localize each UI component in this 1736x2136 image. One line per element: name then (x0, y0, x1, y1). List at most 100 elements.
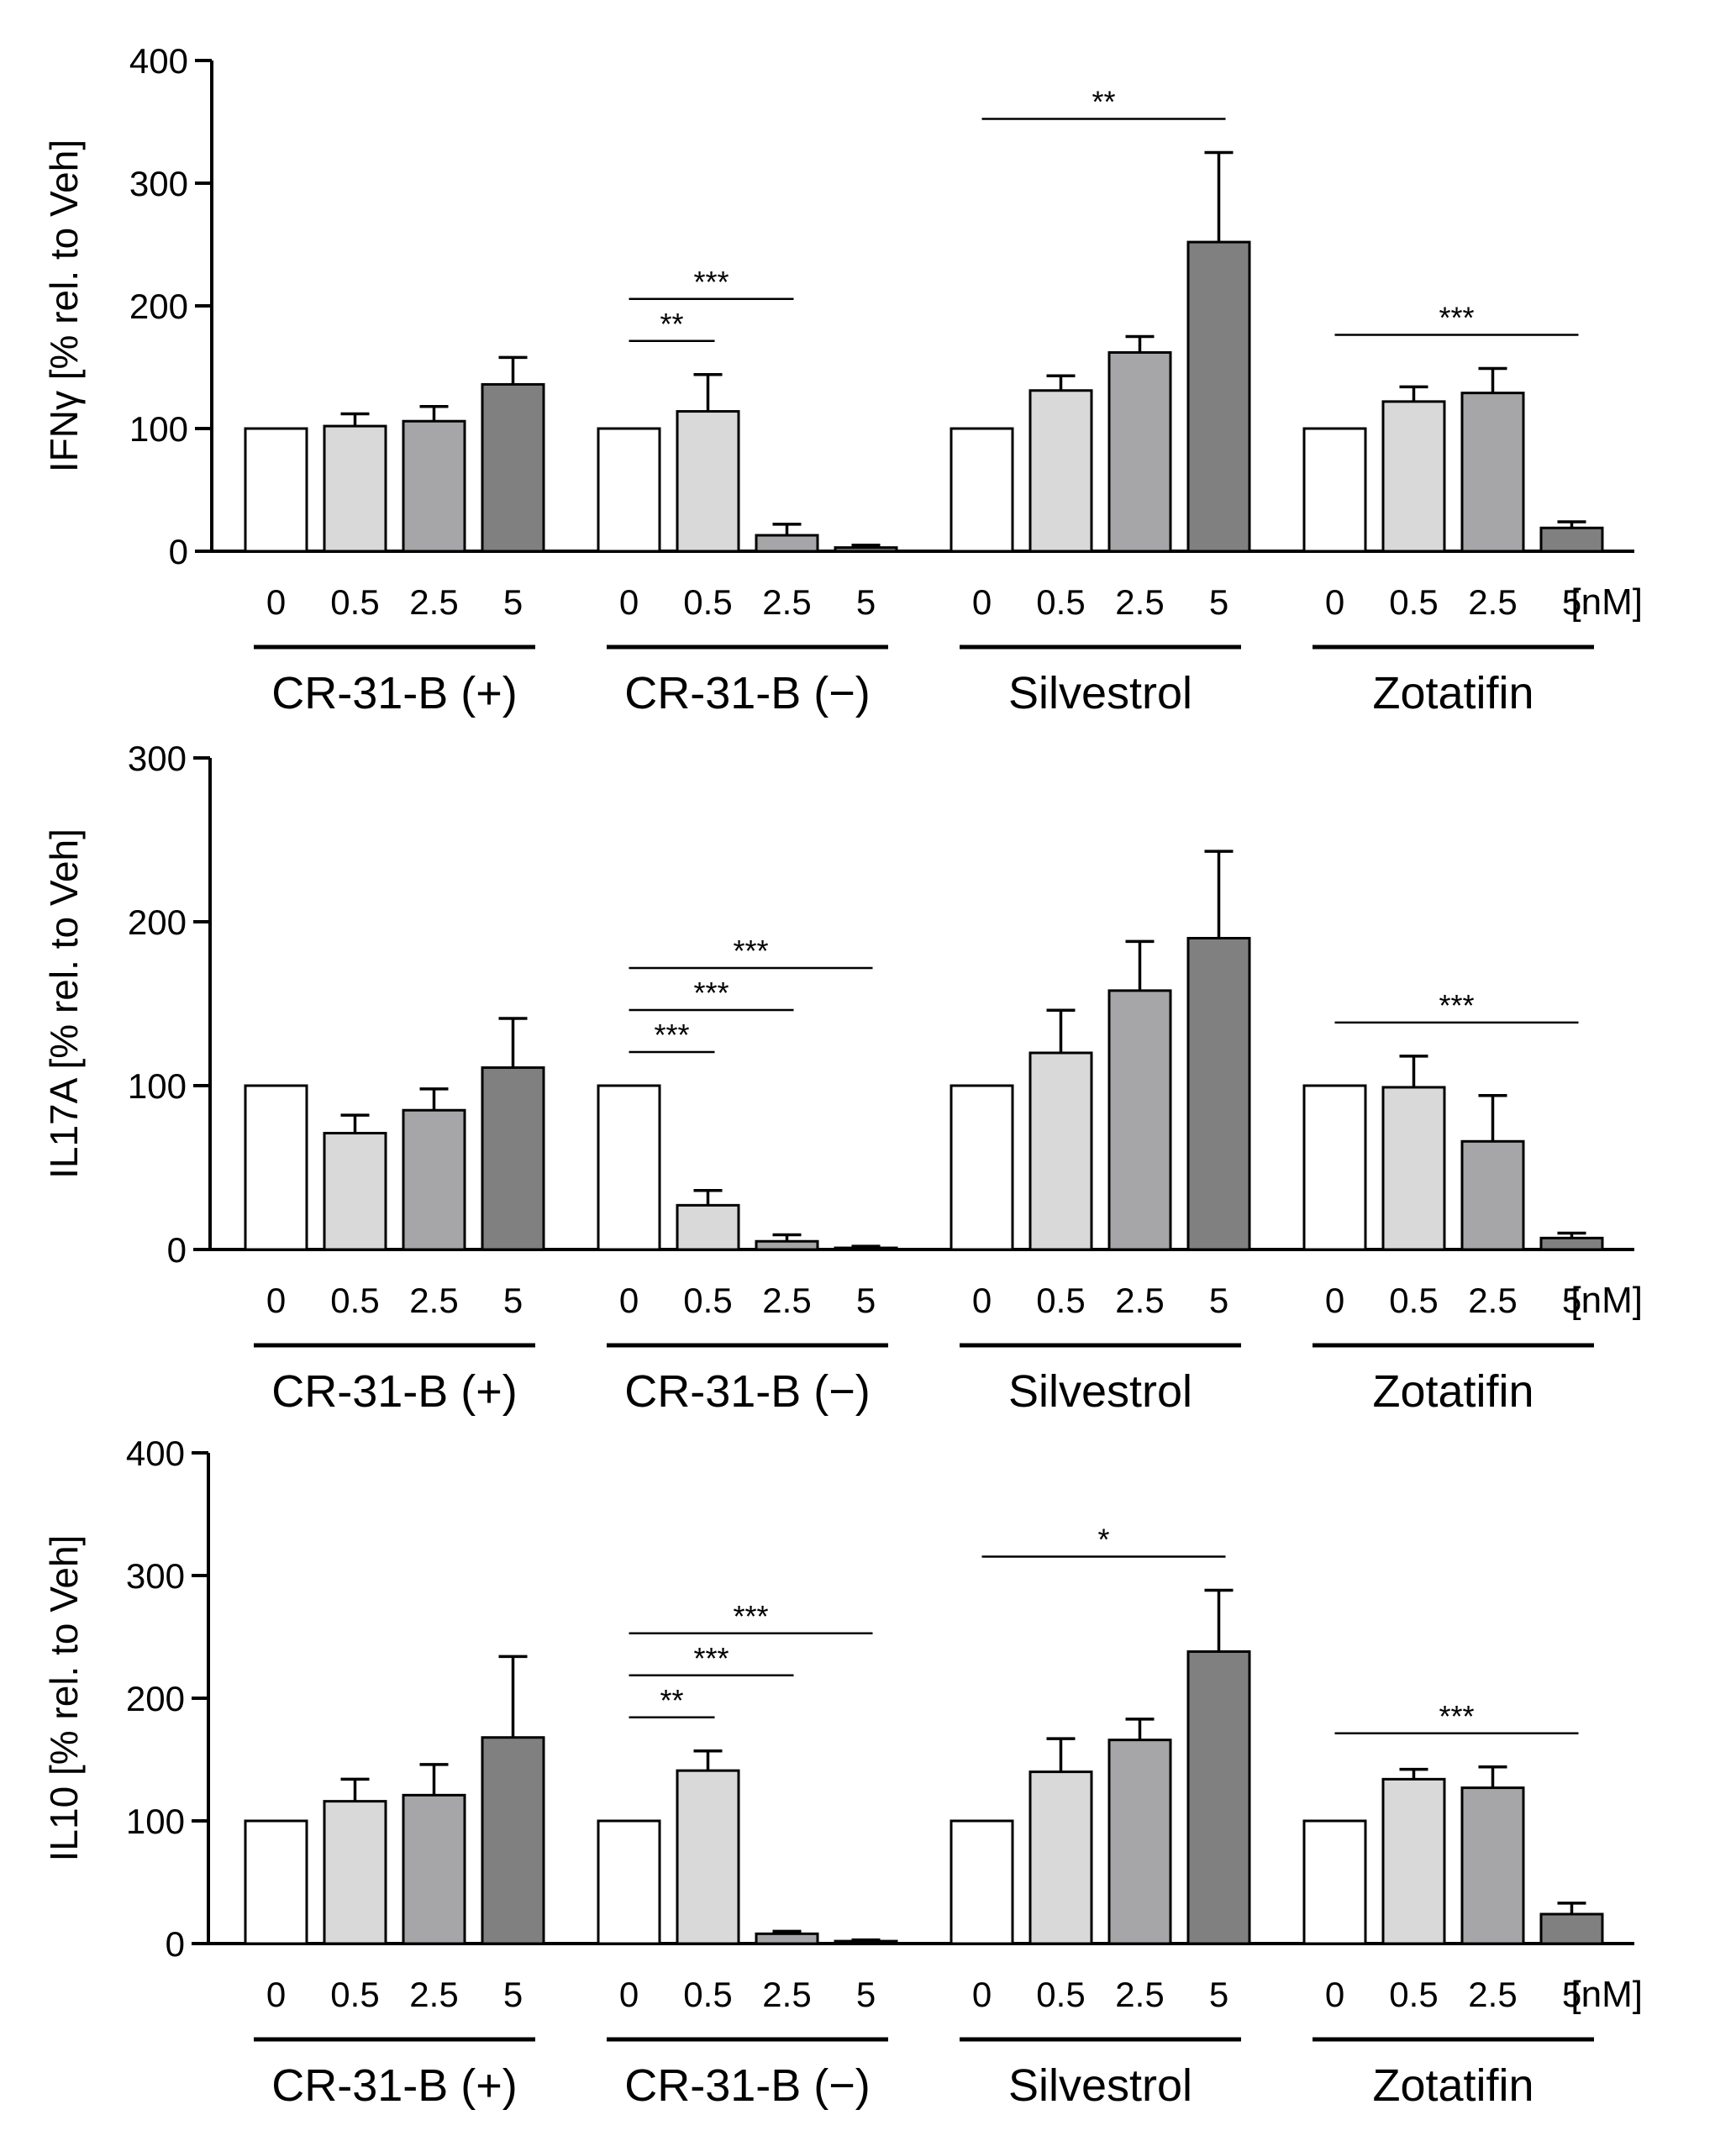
bar (950, 1819, 1014, 1945)
concentration-label: 0.5 (1036, 582, 1085, 622)
concentration-label: 0 (1325, 1975, 1344, 2014)
bar (481, 1066, 545, 1251)
concentration-label: 0.5 (330, 1975, 379, 2014)
y-tick-label: 300 (128, 739, 187, 778)
concentration-label: 0.5 (683, 1281, 732, 1320)
concentration-label: 0 (972, 1281, 992, 1320)
significance-label: *** (1439, 1699, 1474, 1734)
bar (1028, 1051, 1093, 1251)
concentration-label: 5 (503, 1975, 523, 2014)
concentration-label: 5 (1209, 1975, 1228, 2014)
bar (755, 1932, 819, 1945)
concentration-label: 0 (619, 582, 639, 622)
bar (755, 534, 819, 553)
concentration-label: 2.5 (762, 1281, 811, 1320)
group-label: CR-31-B (+) (271, 2060, 518, 2111)
concentration-label: 0 (266, 1281, 286, 1320)
series-2 (597, 373, 898, 553)
bar (1381, 1086, 1446, 1251)
concentration-label: 2.5 (1115, 1281, 1164, 1320)
series-2 (597, 1749, 898, 1945)
significance-label: *** (693, 976, 729, 1010)
group-label: Silvestrol (1008, 2060, 1192, 2111)
significance-label: *** (693, 1641, 729, 1676)
bar (1539, 1912, 1604, 1945)
concentration-label: 0.5 (1036, 1281, 1085, 1320)
significance-label: * (1097, 1523, 1109, 1557)
concentration-label: 5 (503, 1281, 523, 1320)
bar (597, 427, 661, 553)
significance-label: *** (1439, 300, 1474, 334)
y-tick-label: 200 (126, 1679, 185, 1718)
concentration-label: 0 (619, 1975, 639, 2014)
significance-label: *** (733, 934, 768, 968)
bar (1460, 1786, 1525, 1945)
group-label: Zotatifin (1372, 1366, 1533, 1417)
bar (1186, 1650, 1251, 1945)
concentration-label: 0.5 (683, 582, 732, 622)
concentration-label: 0.5 (683, 1975, 732, 2014)
concentration-label: 0 (619, 1281, 639, 1320)
y-tick-label: 300 (126, 1556, 185, 1596)
bar (481, 382, 545, 553)
bar (1302, 1084, 1367, 1251)
panel-1: 0 100 200 300 400 IFNγ [% rel. to Veh] 0 0.5 2.5… (42, 41, 1643, 718)
y-axis-title: IFNγ [% rel. to Veh] (42, 139, 86, 472)
bar (950, 1084, 1014, 1251)
bar (323, 424, 387, 553)
bar (1381, 400, 1446, 553)
bar (244, 1819, 308, 1945)
group-label: CR-31-B (−) (624, 2060, 871, 2111)
series-3 (950, 1588, 1251, 1945)
concentration-label: 2.5 (1468, 582, 1517, 622)
group-label: Zotatifin (1372, 2060, 1533, 2111)
bar (402, 1108, 466, 1251)
bar (1107, 989, 1172, 1251)
concentration-label: 2.5 (1115, 1975, 1164, 2014)
significance-label: ** (1092, 85, 1115, 119)
concentration-label: 5 (503, 582, 523, 622)
concentration-label: 0.5 (1389, 1281, 1438, 1320)
bar (1302, 427, 1367, 553)
bar (1460, 392, 1525, 553)
series-4 (1302, 366, 1604, 553)
bar (1186, 937, 1251, 1251)
significance-label: *** (693, 265, 729, 299)
concentration-label: 5 (856, 1975, 876, 2014)
panel-3: 0 100 200 300 400 IL10 [% rel. to Veh] 0 0.5 2.5… (42, 1434, 1643, 2111)
significance-label: *** (1439, 988, 1474, 1023)
y-tick-label: 400 (126, 1434, 185, 1473)
unit-label: [nM] (1570, 1280, 1643, 1321)
bar (834, 546, 898, 553)
group-label: CR-31-B (+) (271, 1366, 518, 1417)
bar (244, 427, 308, 553)
concentration-label: 0 (972, 582, 992, 622)
bar (1539, 1236, 1604, 1251)
concentration-label: 2.5 (1468, 1281, 1517, 1320)
series-3 (950, 850, 1251, 1251)
series-3 (950, 150, 1251, 553)
y-tick-label: 0 (167, 1230, 187, 1270)
bar (1107, 1739, 1172, 1945)
concentration-label: 0 (972, 1975, 992, 2014)
concentration-label: 5 (1562, 1975, 1581, 2014)
significance-label: ** (660, 1683, 683, 1718)
bar (834, 1246, 898, 1251)
group-label: CR-31-B (−) (624, 1366, 871, 1417)
bar (1381, 1777, 1446, 1945)
group-label: CR-31-B (+) (271, 668, 518, 718)
bar (244, 1084, 308, 1251)
group-label: Silvestrol (1008, 668, 1192, 718)
concentration-label: 0.5 (330, 1281, 379, 1320)
bar (481, 1736, 545, 1945)
bar (597, 1084, 661, 1251)
concentration-label: 0 (266, 582, 286, 622)
significance-label: *** (733, 1599, 768, 1634)
bar (676, 1203, 740, 1251)
concentration-label: 0 (1325, 582, 1344, 622)
series-4 (1302, 1765, 1604, 1945)
bar (676, 1769, 740, 1945)
y-tick-label: 200 (128, 902, 187, 942)
concentration-label: 2.5 (1468, 1975, 1517, 2014)
